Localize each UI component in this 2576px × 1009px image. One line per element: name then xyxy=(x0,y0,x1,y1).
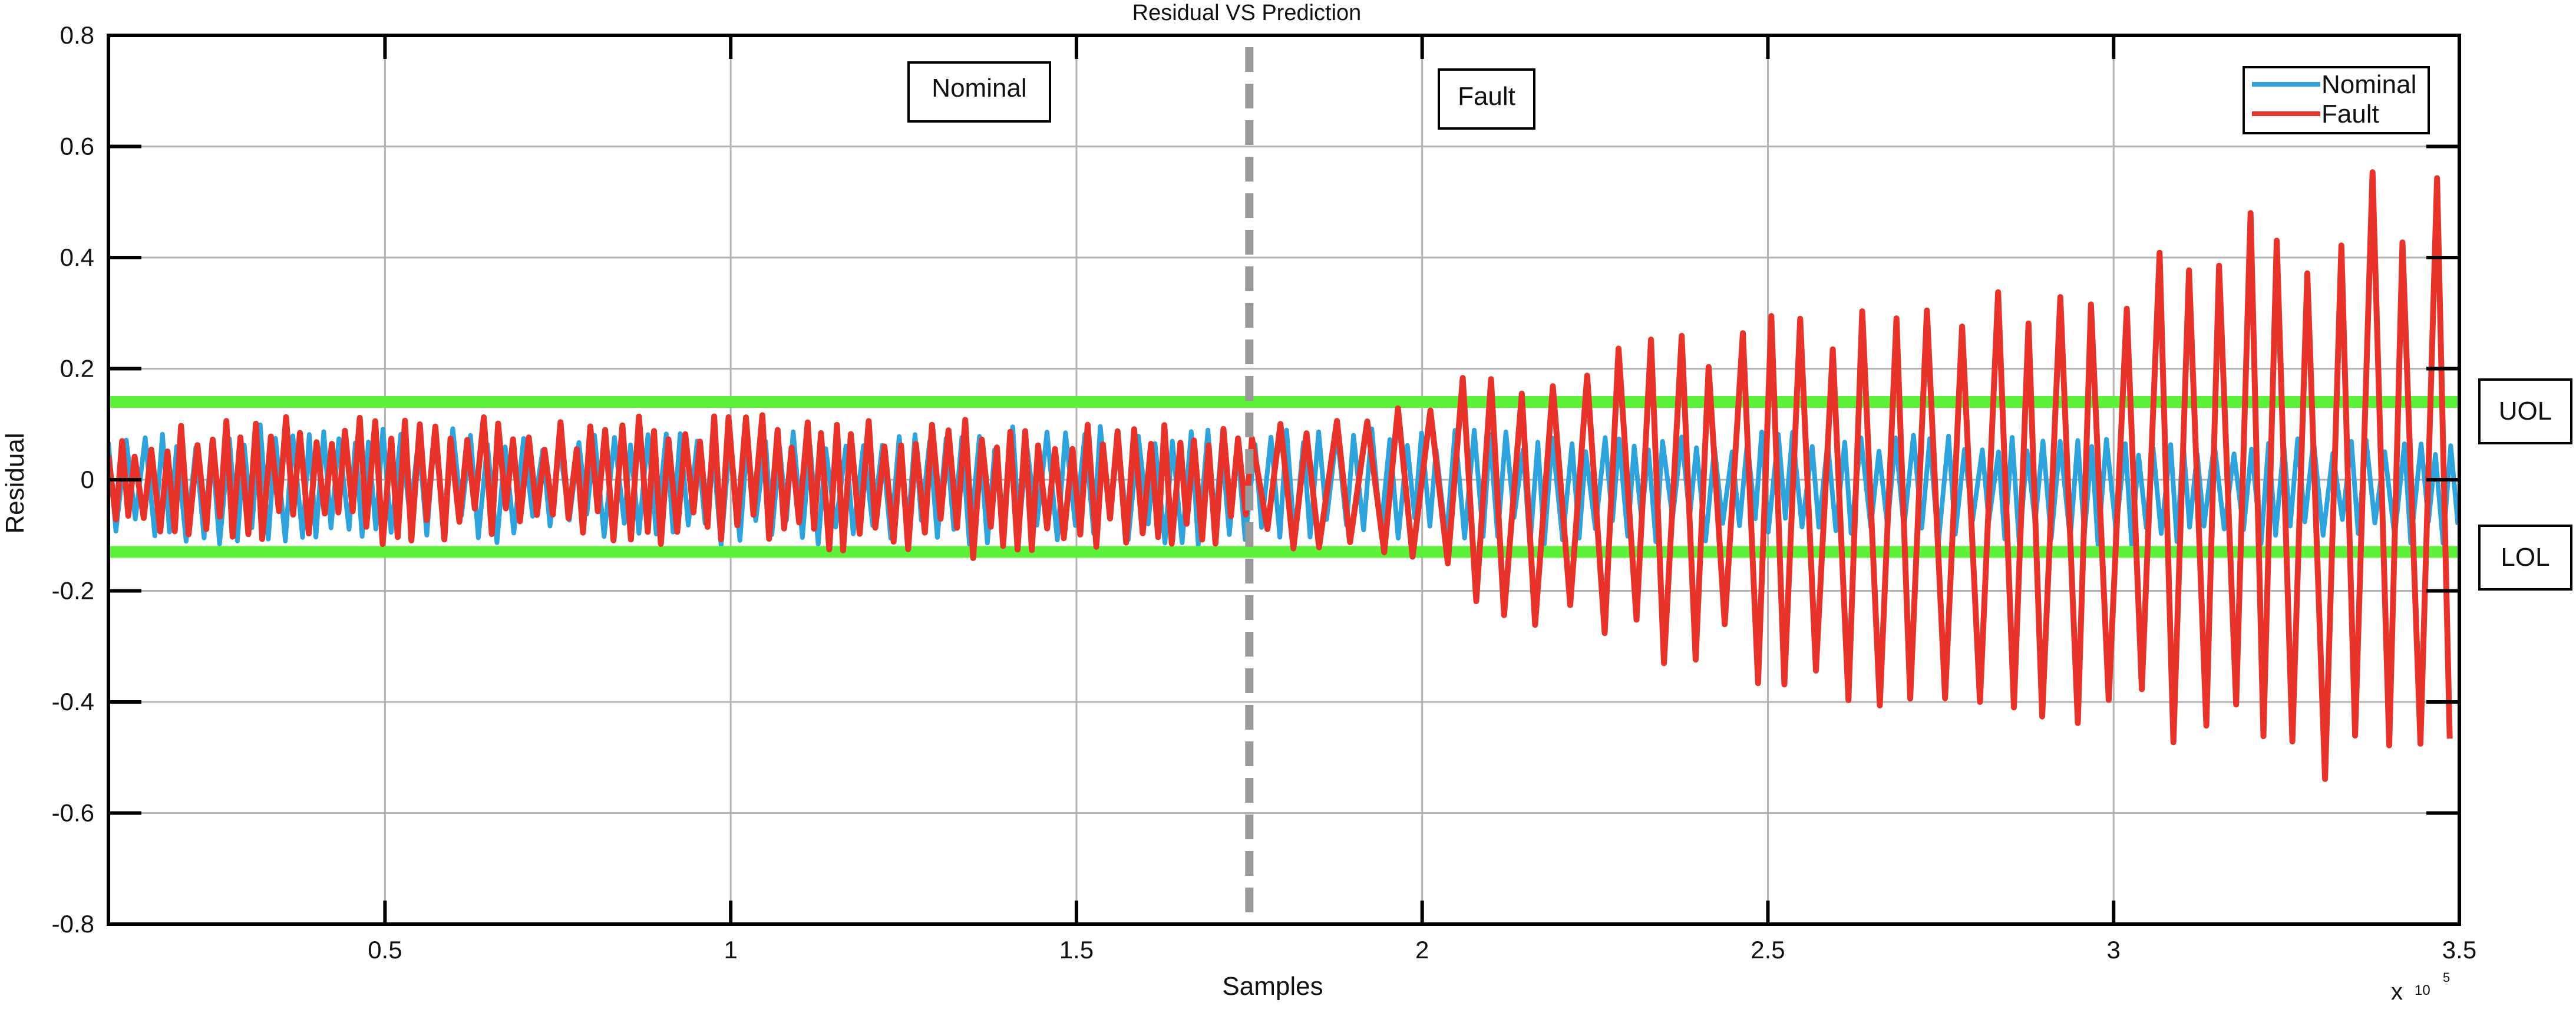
y-tick-label-1: -0.6 xyxy=(52,799,94,827)
legend-label-nominal: Nominal xyxy=(2321,70,2416,99)
y-tick-label-7: 0.6 xyxy=(60,133,94,160)
x-tick-label-1: 1 xyxy=(724,936,737,964)
x-exponent-power: 5 xyxy=(2443,970,2450,985)
x-tick-label-2: 1.5 xyxy=(1059,936,1094,964)
x-tick-label-3: 2 xyxy=(1415,936,1429,964)
y-axis-label: Residual xyxy=(1,433,29,533)
x-axis-label: Samples xyxy=(1222,972,1323,1001)
tick-labels: 0.5 1 1.5 2 2.5 3 3.5 -0.8 -0.6 -0.4 -0.2 0 0.2 0.4 0.… xyxy=(52,21,2477,964)
x-tick-label-5: 3 xyxy=(2107,936,2121,964)
axes xyxy=(107,34,2461,926)
annotation-nominal: Nominal xyxy=(907,61,1051,123)
annotation-nominal-box xyxy=(907,61,1051,123)
threshold-label-uol-box xyxy=(2478,378,2572,444)
series-fault-line xyxy=(108,169,2453,782)
plot-area xyxy=(108,169,2459,782)
y-tick-label-0: -0.8 xyxy=(52,910,94,938)
y-tick-label-5: 0.2 xyxy=(60,355,94,383)
x-tick-label-6: 3.5 xyxy=(2442,936,2476,964)
x-tick-label-4: 2.5 xyxy=(1751,936,1785,964)
legend-box xyxy=(2243,66,2430,134)
annotation-nominal-text: Nominal xyxy=(932,74,1026,103)
annotation-fault: Fault xyxy=(1438,68,1535,130)
annotation-fault-box xyxy=(1438,68,1535,130)
y-tick-label-8: 0.8 xyxy=(60,21,94,49)
chart-title: Residual VS Prediction xyxy=(1132,1,1362,25)
x-exponent-base: x xyxy=(2391,979,2403,1005)
legend-label-fault: Fault xyxy=(2321,100,2379,128)
threshold-label-lol-text: LOL xyxy=(2501,543,2549,572)
threshold-label-lol-box xyxy=(2478,525,2572,591)
annotation-fault-text: Fault xyxy=(1458,82,1515,111)
y-tick-label-2: -0.4 xyxy=(52,688,94,715)
y-tick-label-3: -0.2 xyxy=(52,577,94,605)
x-exponent: x 10 5 xyxy=(2391,970,2450,1005)
x-exponent-ten: 10 xyxy=(2415,982,2430,998)
threshold-label-uol-text: UOL xyxy=(2499,397,2552,426)
y-tick-label-6: 0.4 xyxy=(60,243,94,271)
threshold-label-uol: UOL xyxy=(2478,378,2572,444)
x-tick-label-0: 0.5 xyxy=(368,936,402,964)
y-tick-label-4: 0 xyxy=(81,466,94,493)
legend: Nominal Fault xyxy=(2243,66,2430,134)
threshold-label-lol: LOL xyxy=(2478,525,2572,591)
